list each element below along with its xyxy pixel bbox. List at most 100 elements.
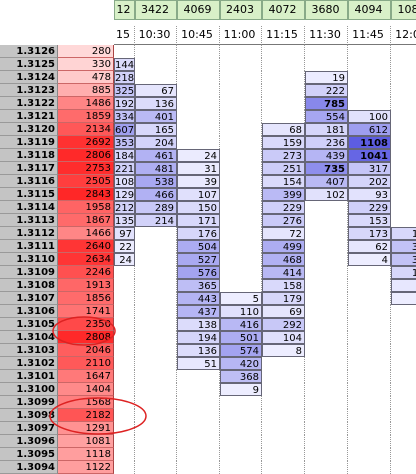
empty-cell — [348, 383, 391, 396]
empty-cell — [114, 396, 135, 409]
price: 1.3126 — [0, 45, 58, 58]
empty-cell — [391, 422, 416, 435]
empty-cell — [348, 448, 391, 461]
empty-cell — [177, 136, 220, 149]
row-volume: 2182 — [58, 409, 114, 422]
empty-cell — [348, 292, 391, 305]
empty-cell — [348, 266, 391, 279]
price: 1.3099 — [0, 396, 58, 409]
empty-cell — [114, 266, 135, 279]
row-volume: 2753 — [58, 162, 114, 175]
empty-cell — [262, 110, 305, 123]
empty-cell — [220, 253, 262, 266]
empty-cell — [262, 448, 305, 461]
column-time: 12:00 — [391, 26, 416, 45]
time-cell: 353 — [114, 136, 135, 149]
empty-cell — [305, 305, 348, 318]
empty-cell — [348, 461, 391, 474]
empty-cell — [391, 188, 416, 201]
price: 1.3106 — [0, 305, 58, 318]
time-cell: 501 — [220, 331, 262, 344]
time-cell: 176 — [177, 227, 220, 240]
time-cell: 407 — [305, 175, 348, 188]
price: 1.3123 — [0, 84, 58, 97]
column-volume: 2403 — [220, 0, 262, 20]
time-cell: 338 — [391, 240, 416, 253]
price: 1.3112 — [0, 227, 58, 240]
empty-cell — [391, 396, 416, 409]
empty-cell — [391, 305, 416, 318]
empty-cell — [305, 357, 348, 370]
time-cell: 165 — [135, 123, 177, 136]
empty-cell — [114, 331, 135, 344]
empty-cell — [391, 136, 416, 149]
empty-cell — [262, 422, 305, 435]
empty-cell — [177, 110, 220, 123]
empty-cell — [135, 58, 177, 71]
price: 1.3098 — [0, 409, 58, 422]
time-cell: 108 — [114, 175, 135, 188]
empty-cell — [177, 461, 220, 474]
empty-cell — [391, 110, 416, 123]
time-cell: 229 — [262, 201, 305, 214]
empty-cell — [114, 461, 135, 474]
price: 1.3095 — [0, 448, 58, 461]
time-cell: 221 — [114, 162, 135, 175]
time-cell: 368 — [220, 370, 262, 383]
time-cell: 735 — [305, 162, 348, 175]
time-cell: 62 — [348, 240, 391, 253]
time-cell: 24 — [177, 149, 220, 162]
column-volume: 12 — [114, 0, 135, 20]
time-cell: 93 — [348, 188, 391, 201]
empty-cell — [220, 45, 262, 58]
time-cell: 214 — [135, 214, 177, 227]
empty-cell — [305, 435, 348, 448]
empty-cell — [220, 71, 262, 84]
time-cell: 68 — [262, 123, 305, 136]
empty-cell — [305, 240, 348, 253]
time-cell: 194 — [177, 331, 220, 344]
time-cell: 218 — [114, 71, 135, 84]
empty-cell — [305, 214, 348, 227]
empty-cell — [177, 71, 220, 84]
row-volume: 2692 — [58, 136, 114, 149]
empty-cell — [135, 357, 177, 370]
row-volume: 2505 — [58, 175, 114, 188]
time-cell: 504 — [177, 240, 220, 253]
empty-cell — [135, 461, 177, 474]
empty-cell — [305, 344, 348, 357]
time-cell: 273 — [262, 149, 305, 162]
empty-cell — [305, 201, 348, 214]
time-cell: 461 — [135, 149, 177, 162]
column-volume: 4094 — [348, 0, 391, 20]
time-cell: 110 — [220, 305, 262, 318]
empty-cell — [135, 409, 177, 422]
price: 1.3094 — [0, 461, 58, 474]
time-cell: 158 — [262, 279, 305, 292]
empty-cell — [220, 409, 262, 422]
row-volume: 2843 — [58, 188, 114, 201]
empty-cell — [177, 84, 220, 97]
empty-cell — [305, 227, 348, 240]
empty-cell — [348, 370, 391, 383]
empty-cell — [135, 422, 177, 435]
row-volume: 1466 — [58, 227, 114, 240]
empty-cell — [220, 84, 262, 97]
time-cell: 574 — [220, 344, 262, 357]
price: 1.3107 — [0, 292, 58, 305]
time-cell: 104 — [262, 331, 305, 344]
column-volume: 1080 — [391, 0, 416, 20]
empty-cell — [348, 435, 391, 448]
time-cell: 420 — [220, 357, 262, 370]
row-volume: 1741 — [58, 305, 114, 318]
time-cell: 4 — [348, 253, 391, 266]
row-volume: 2110 — [58, 357, 114, 370]
row-volume: 1486 — [58, 97, 114, 110]
row-volume: 1856 — [58, 292, 114, 305]
empty-cell — [220, 201, 262, 214]
empty-cell — [348, 97, 391, 110]
empty-cell — [114, 279, 135, 292]
empty-cell — [114, 448, 135, 461]
time-cell: 154 — [262, 175, 305, 188]
